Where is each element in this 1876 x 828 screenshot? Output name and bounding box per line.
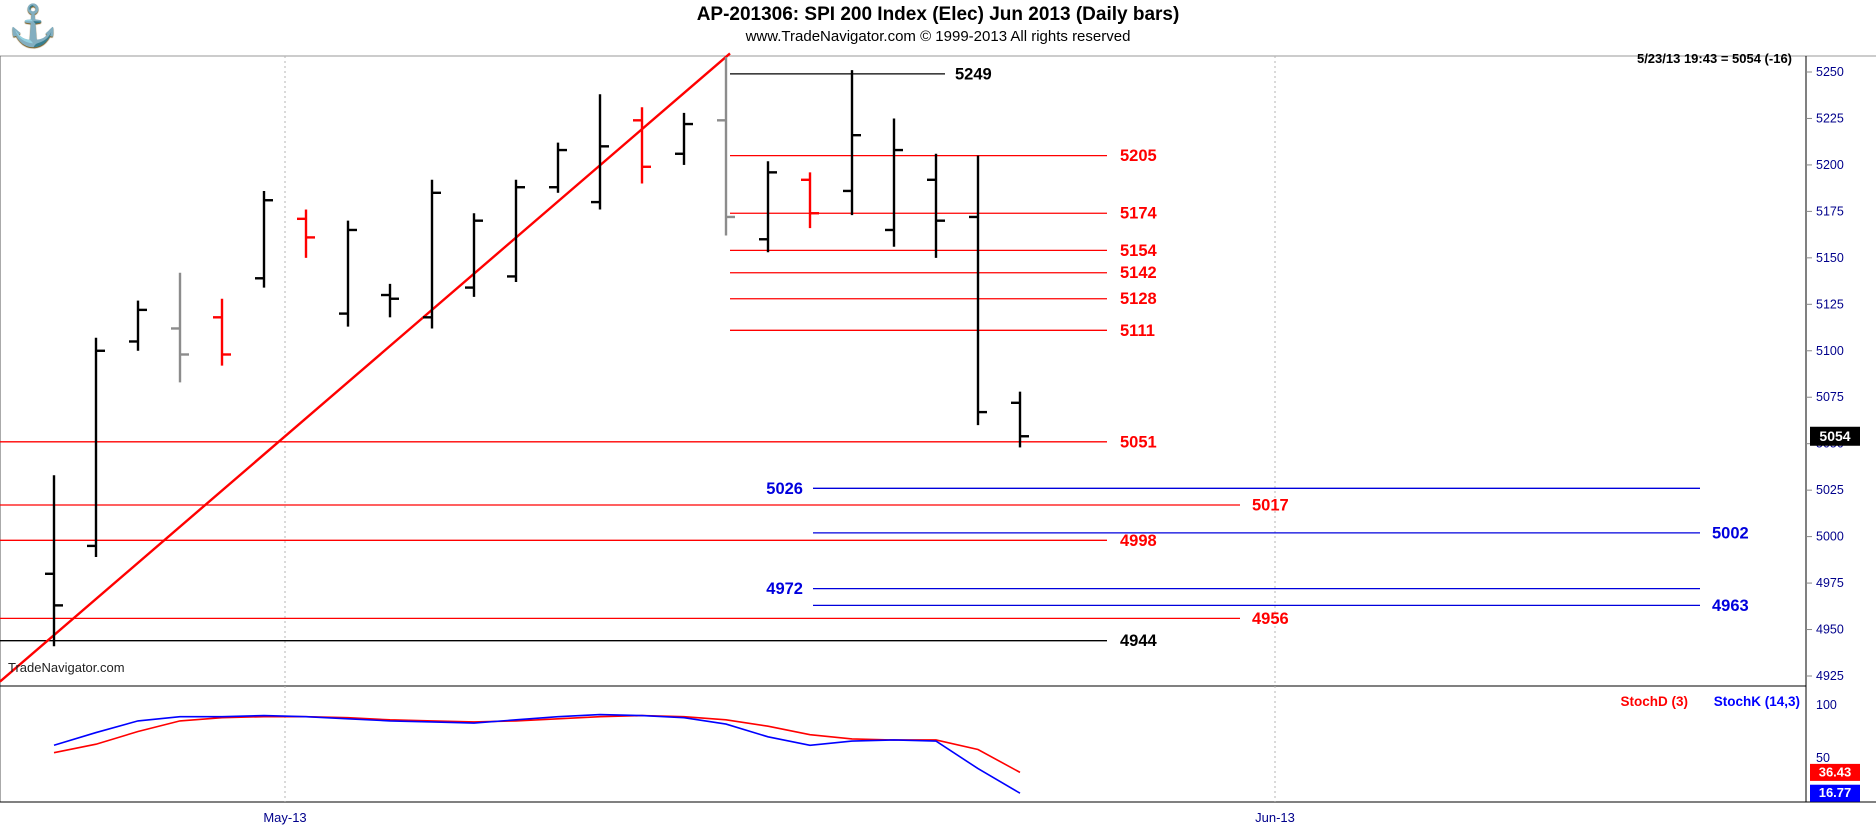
ohlc-bar — [549, 142, 567, 193]
ohlc-bar — [171, 272, 189, 383]
level-label-4963: 4963 — [1712, 597, 1749, 615]
ohlc-bar — [591, 94, 609, 210]
price-axis-label: 5200 — [1816, 158, 1844, 172]
price-axis-label: 4975 — [1816, 576, 1844, 590]
level-label-5205: 5205 — [1120, 147, 1157, 165]
stochd-legend: StochD (3) — [1621, 694, 1689, 709]
price-axis-label: 5150 — [1816, 251, 1844, 265]
price-axis-label: 5100 — [1816, 344, 1844, 358]
level-label-5026: 5026 — [766, 480, 803, 498]
ohlc-bar — [717, 57, 735, 236]
price-axis-label: 5175 — [1816, 204, 1844, 218]
level-label-5017: 5017 — [1252, 497, 1289, 515]
stochd-line — [53, 714, 1021, 774]
level-label-5002: 5002 — [1712, 524, 1749, 542]
stochk-value-badge — [1810, 784, 1860, 802]
stochk-line — [53, 713, 1021, 794]
price-axis-label: 5075 — [1816, 390, 1844, 404]
price-axis-label: 4925 — [1816, 669, 1844, 683]
ohlc-bar — [339, 220, 357, 327]
ohlc-bar — [465, 213, 483, 297]
stochk-value-text: 16.77 — [1819, 785, 1852, 800]
copyright-subtitle: www.TradeNavigator.com © 1999-2013 All r… — [745, 28, 1131, 45]
level-label-4972: 4972 — [766, 580, 803, 598]
stochd-value-badge — [1810, 763, 1860, 781]
price-axis-label: 5000 — [1816, 530, 1844, 544]
trendline — [0, 52, 731, 683]
price-axis-label: 5250 — [1816, 65, 1844, 79]
level-label-5174: 5174 — [1120, 205, 1158, 223]
price-axis-label: 4950 — [1816, 623, 1844, 637]
x-axis-label: May-13 — [263, 810, 306, 825]
ohlc-bar — [45, 475, 63, 647]
stochd-value-text: 36.43 — [1819, 764, 1852, 779]
ohlc-bar — [675, 112, 693, 165]
chart-title: AP-201306: SPI 200 Index (Elec) Jun 2013… — [696, 4, 1180, 25]
watermark-text: TradeNavigator.com — [8, 660, 125, 675]
stochk-legend: StochK (14,3) — [1714, 694, 1800, 709]
level-label-5111: 5111 — [1120, 322, 1155, 340]
stoch-scale-label: 50 — [1816, 751, 1830, 765]
ohlc-bar — [927, 153, 945, 258]
ohlc-bar — [255, 190, 273, 288]
x-axis-label: Jun-13 — [1255, 810, 1295, 825]
level-label-5128: 5128 — [1120, 290, 1157, 308]
level-label-4944: 4944 — [1120, 632, 1158, 650]
ohlc-bar — [885, 118, 903, 247]
ohlc-bar — [297, 209, 315, 258]
level-label-5142: 5142 — [1120, 264, 1157, 282]
level-label-5249: 5249 — [955, 65, 992, 83]
ohlc-bar — [507, 179, 525, 283]
trade-navigator-logo-icon: ⚓ — [8, 4, 58, 48]
level-label-4998: 4998 — [1120, 532, 1157, 550]
ohlc-bar — [759, 161, 777, 253]
last-price-badge — [1810, 426, 1860, 446]
ohlc-bar — [129, 300, 147, 351]
price-axis-label: 5225 — [1816, 111, 1844, 125]
last-trade-readout: 5/23/13 19:43 = 5054 (-16) — [1636, 51, 1792, 66]
price-axis-label: 5125 — [1816, 297, 1844, 311]
ohlc-bar — [423, 179, 441, 329]
ohlc-bar — [213, 298, 231, 366]
last-price-text: 5054 — [1819, 428, 1850, 444]
price-axis-label: 5025 — [1816, 483, 1844, 497]
ohlc-bar — [1011, 391, 1029, 448]
ohlc-bar — [381, 283, 399, 318]
level-label-5154: 5154 — [1120, 242, 1158, 260]
ohlc-bar — [843, 70, 861, 216]
ohlc-bar — [633, 107, 651, 184]
level-label-5051: 5051 — [1120, 433, 1157, 451]
ohlc-bar — [87, 337, 105, 558]
level-label-4956: 4956 — [1252, 610, 1289, 628]
ohlc-bar — [969, 155, 987, 426]
ohlc-bar — [801, 172, 819, 229]
stoch-scale-label: 100 — [1816, 698, 1837, 712]
